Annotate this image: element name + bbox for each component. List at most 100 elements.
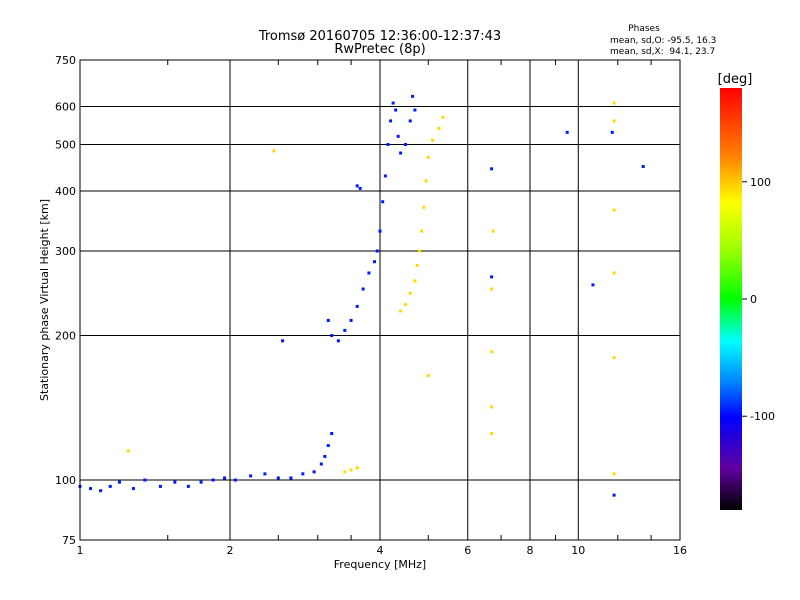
data-point-x xyxy=(437,126,441,130)
phases-x-stats: mean, sd,X: 94.1, 23.7 xyxy=(610,47,715,57)
data-point-o xyxy=(383,174,387,178)
y-tick-label: 500 xyxy=(55,139,76,152)
data-point-o xyxy=(301,472,305,476)
data-point-o xyxy=(591,283,595,287)
data-point-o xyxy=(336,339,340,343)
y-tick-label: 75 xyxy=(62,534,76,547)
data-point-o xyxy=(186,484,190,488)
data-point-x xyxy=(272,149,276,153)
data-point-x xyxy=(399,309,403,313)
data-point-x xyxy=(490,287,494,291)
phases-heading: Phases xyxy=(628,24,660,34)
data-point-o xyxy=(394,108,398,112)
data-point-o xyxy=(361,287,365,291)
colorbar-tick-label: -100 xyxy=(750,410,775,423)
data-point-x xyxy=(422,205,426,209)
data-point-o xyxy=(330,334,334,338)
y-axis-label: Stationary phase Virtual Height [km] xyxy=(38,199,51,401)
data-point-o xyxy=(399,151,403,155)
data-point-x xyxy=(403,303,407,307)
data-point-o xyxy=(223,476,227,480)
data-point-x xyxy=(490,350,494,354)
data-point-x xyxy=(612,101,616,105)
data-point-x xyxy=(490,405,494,409)
data-point-o xyxy=(289,476,293,480)
data-point-x xyxy=(426,374,430,378)
colorbar-ticks: 100 0 -100 xyxy=(742,176,775,423)
chart-subtitle: RwPretec (8p) xyxy=(334,42,425,57)
x-tick-label: 1 xyxy=(77,544,84,557)
colorbar-label: [deg] xyxy=(718,72,753,87)
data-point-o xyxy=(211,478,215,482)
data-point-o xyxy=(349,318,353,322)
data-point-o xyxy=(367,271,371,275)
x-tick-label: 10 xyxy=(571,544,585,557)
data-point-x xyxy=(490,432,494,436)
colorbar-tick-label: 100 xyxy=(750,176,771,189)
data-point-o xyxy=(199,480,203,484)
data-point-o xyxy=(131,487,135,491)
y-tick-label: 300 xyxy=(55,245,76,258)
data-point-o xyxy=(249,474,253,478)
data-point-x xyxy=(126,449,130,453)
data-point-o xyxy=(263,472,267,476)
data-point-o xyxy=(381,200,385,204)
data-point-o xyxy=(143,478,147,482)
data-point-o xyxy=(312,470,316,474)
data-point-o xyxy=(386,143,390,147)
data-point-o xyxy=(108,484,112,488)
data-point-o xyxy=(358,186,362,190)
data-point-o xyxy=(413,108,417,112)
data-point-x xyxy=(349,468,353,472)
data-point-x xyxy=(343,470,347,474)
data-point-o xyxy=(403,143,407,147)
data-point-o xyxy=(378,229,382,233)
data-point-x xyxy=(415,263,419,267)
data-point-o xyxy=(89,487,93,491)
data-point-o xyxy=(408,119,412,123)
y-tick-label: 100 xyxy=(55,474,76,487)
x-tick-label: 6 xyxy=(464,544,471,557)
data-point-o xyxy=(281,339,285,343)
y-tick-label: 400 xyxy=(55,185,76,198)
data-point-o xyxy=(411,94,415,98)
data-point-x xyxy=(612,355,616,359)
data-point-o xyxy=(323,454,327,458)
y-tick-label: 600 xyxy=(55,101,76,114)
gridlines xyxy=(80,60,680,540)
data-point-o xyxy=(276,476,280,480)
x-tick-label: 2 xyxy=(227,544,234,557)
data-point-o xyxy=(396,134,400,138)
colorbar xyxy=(720,88,742,510)
plot-frame xyxy=(79,59,681,541)
data-point-x xyxy=(413,279,417,283)
data-point-o xyxy=(391,101,395,105)
data-point-o xyxy=(233,478,237,482)
data-point-o xyxy=(158,484,162,488)
axis-ticks: 1 2 4 6 8 10 16 75 100 200 300 400 500 600 750 xyxy=(55,54,687,557)
data-point-o xyxy=(490,167,494,171)
data-point-o xyxy=(99,489,103,493)
data-point-o xyxy=(343,328,347,332)
data-point-x xyxy=(408,291,412,295)
x-tick-label: 4 xyxy=(377,544,384,557)
data-point-o xyxy=(355,304,359,308)
data-point-x xyxy=(417,249,421,253)
y-tick-label: 750 xyxy=(55,54,76,67)
data-point-o xyxy=(326,444,330,448)
y-tick-label: 200 xyxy=(55,330,76,343)
data-point-o xyxy=(375,249,379,253)
data-point-o xyxy=(355,184,359,188)
data-points xyxy=(78,94,645,497)
x-tick-label: 8 xyxy=(527,544,534,557)
chart-title: Tromsø 20160705 12:36:00-12:37:43 xyxy=(258,29,501,44)
data-point-o xyxy=(117,480,121,484)
data-point-x xyxy=(441,115,445,119)
data-point-x xyxy=(612,119,616,123)
data-point-o xyxy=(319,462,323,466)
data-point-x xyxy=(491,229,495,233)
phases-o-stats: mean, sd,O: -95.5, 16.3 xyxy=(610,36,716,46)
data-point-x xyxy=(424,179,428,183)
data-point-o xyxy=(173,480,177,484)
